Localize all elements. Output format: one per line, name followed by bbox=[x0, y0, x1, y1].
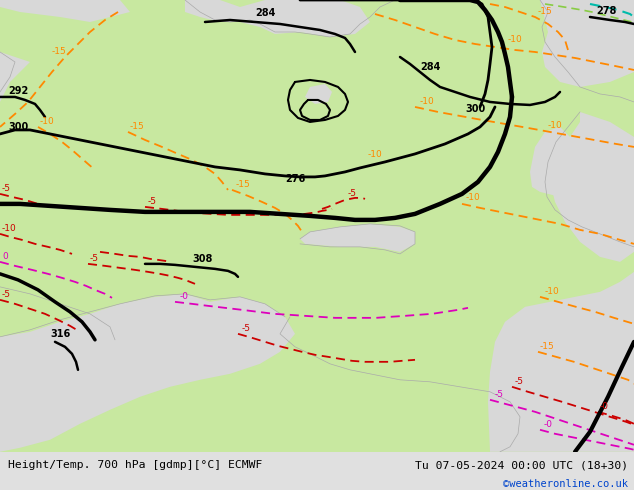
Text: -15: -15 bbox=[540, 342, 555, 351]
Polygon shape bbox=[530, 127, 580, 197]
Text: -10: -10 bbox=[368, 150, 383, 159]
Text: -5: -5 bbox=[2, 184, 11, 193]
Text: -10: -10 bbox=[40, 117, 55, 126]
Polygon shape bbox=[185, 0, 370, 37]
Text: 316: 316 bbox=[50, 329, 70, 339]
Polygon shape bbox=[305, 84, 332, 104]
Text: -10: -10 bbox=[420, 97, 435, 106]
Text: 300: 300 bbox=[8, 122, 29, 132]
Text: -5: -5 bbox=[495, 390, 504, 399]
Text: 300: 300 bbox=[465, 104, 485, 114]
Text: -10: -10 bbox=[548, 121, 563, 130]
Text: -15: -15 bbox=[236, 180, 251, 189]
Polygon shape bbox=[0, 0, 30, 102]
Text: -10: -10 bbox=[2, 224, 16, 233]
Text: -0: -0 bbox=[180, 292, 189, 301]
Text: -5: -5 bbox=[148, 197, 157, 206]
Text: -10: -10 bbox=[545, 287, 560, 296]
Polygon shape bbox=[350, 0, 634, 24]
Text: -10: -10 bbox=[466, 193, 481, 202]
Text: -0: -0 bbox=[600, 402, 609, 411]
Text: 276: 276 bbox=[285, 174, 305, 184]
Text: 284: 284 bbox=[420, 62, 441, 72]
Polygon shape bbox=[0, 0, 634, 452]
Text: -5: -5 bbox=[90, 254, 99, 263]
Text: -15: -15 bbox=[52, 47, 67, 56]
Text: -5: -5 bbox=[515, 377, 524, 386]
Text: -5: -5 bbox=[242, 324, 251, 333]
Text: 0: 0 bbox=[2, 252, 8, 261]
Polygon shape bbox=[488, 272, 634, 452]
Text: -10: -10 bbox=[508, 35, 523, 44]
Polygon shape bbox=[550, 112, 634, 262]
Text: -15: -15 bbox=[538, 7, 553, 16]
Polygon shape bbox=[540, 0, 634, 87]
Polygon shape bbox=[300, 224, 415, 252]
Text: -15: -15 bbox=[130, 122, 145, 131]
Text: 308: 308 bbox=[192, 254, 212, 264]
Polygon shape bbox=[0, 294, 295, 452]
Text: 292: 292 bbox=[8, 86, 29, 96]
Text: -5: -5 bbox=[2, 290, 11, 299]
Text: Tu 07-05-2024 00:00 UTC (18+30): Tu 07-05-2024 00:00 UTC (18+30) bbox=[415, 460, 628, 470]
Text: -0: -0 bbox=[544, 420, 553, 429]
Polygon shape bbox=[0, 0, 130, 22]
Text: 278: 278 bbox=[596, 6, 616, 16]
Text: ©weatheronline.co.uk: ©weatheronline.co.uk bbox=[503, 479, 628, 490]
Text: -5: -5 bbox=[348, 189, 357, 198]
Text: 284: 284 bbox=[255, 8, 275, 18]
Text: Height/Temp. 700 hPa [gdmp][°C] ECMWF: Height/Temp. 700 hPa [gdmp][°C] ECMWF bbox=[8, 460, 262, 470]
